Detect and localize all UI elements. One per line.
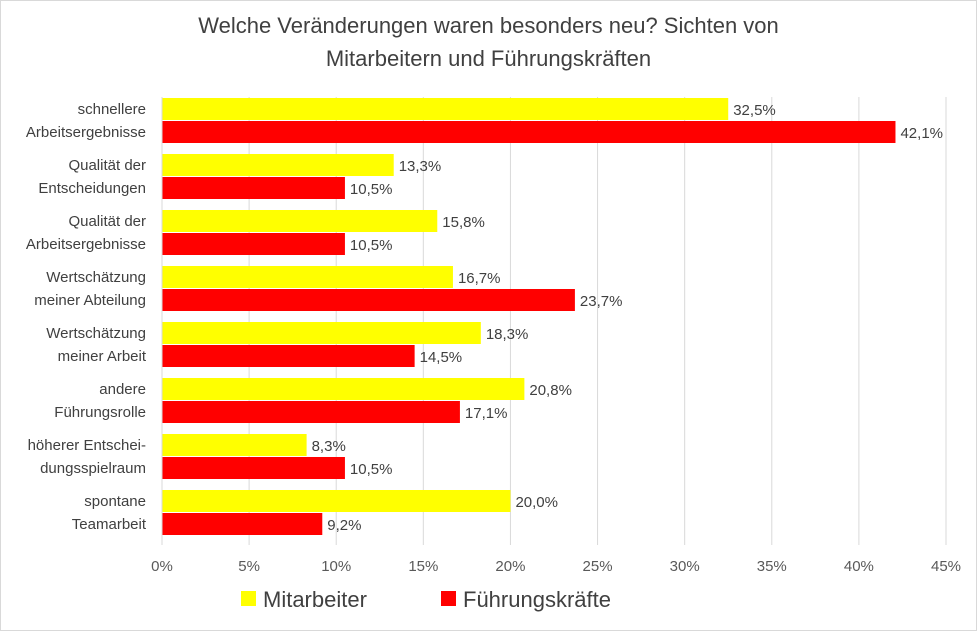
data-label: 20,0% bbox=[515, 494, 558, 511]
x-tick-label: 0% bbox=[151, 558, 173, 575]
x-tick-label: 15% bbox=[408, 558, 438, 575]
x-tick-label: 45% bbox=[931, 558, 961, 575]
bar-fuehrungskraefte bbox=[162, 121, 896, 143]
category-label: Entscheidungen bbox=[38, 180, 146, 197]
bar-fuehrungskraefte bbox=[162, 401, 460, 423]
bar-mitarbeiter bbox=[162, 434, 307, 456]
category-label: andere bbox=[99, 381, 146, 398]
bar-mitarbeiter bbox=[162, 322, 481, 344]
category-label: meiner Arbeit bbox=[58, 348, 147, 365]
category-label: Qualität der bbox=[68, 157, 146, 174]
data-label: 20,8% bbox=[529, 382, 572, 399]
category-label: Arbeitsergebnisse bbox=[26, 236, 146, 253]
category-label: dungsspielraum bbox=[40, 460, 146, 477]
legend-swatch bbox=[241, 591, 256, 606]
legend-label: Mitarbeiter bbox=[263, 587, 367, 612]
data-label: 15,8% bbox=[442, 214, 485, 231]
data-label: 9,2% bbox=[327, 517, 361, 534]
legend-label: Führungskräfte bbox=[463, 587, 611, 612]
category-label: Wertschätzung bbox=[46, 269, 146, 286]
bar-mitarbeiter bbox=[162, 490, 511, 512]
bar-fuehrungskraefte bbox=[162, 513, 323, 535]
legend-swatch bbox=[441, 591, 456, 606]
x-tick-label: 5% bbox=[238, 558, 260, 575]
chart-title-line-1: Welche Veränderungen waren besonders neu… bbox=[198, 13, 779, 38]
x-tick-label: 25% bbox=[583, 558, 613, 575]
data-label: 14,5% bbox=[420, 349, 463, 366]
category-label: Wertschätzung bbox=[46, 325, 146, 342]
data-label: 18,3% bbox=[486, 326, 529, 343]
bar-mitarbeiter bbox=[162, 98, 729, 120]
category-label: schnellere bbox=[78, 101, 146, 118]
bar-mitarbeiter bbox=[162, 266, 453, 288]
bar-fuehrungskraefte bbox=[162, 233, 345, 255]
chart-title-line-2: Mitarbeitern und Führungskräften bbox=[325, 46, 652, 71]
bar-fuehrungskraefte bbox=[162, 457, 345, 479]
data-label: 10,5% bbox=[350, 461, 393, 478]
data-label: 16,7% bbox=[458, 270, 501, 287]
x-tick-label: 10% bbox=[321, 558, 351, 575]
category-label: Qualität der bbox=[68, 213, 146, 230]
category-label: Führungsrolle bbox=[54, 404, 146, 421]
data-label: 10,5% bbox=[350, 237, 393, 254]
data-label: 32,5% bbox=[733, 102, 776, 119]
category-label: Arbeitsergebnisse bbox=[26, 124, 146, 141]
bar-fuehrungskraefte bbox=[162, 289, 575, 311]
data-label: 13,3% bbox=[399, 158, 442, 175]
data-label: 17,1% bbox=[465, 405, 508, 422]
data-label: 8,3% bbox=[312, 438, 346, 455]
category-label: höherer Entschei- bbox=[28, 437, 146, 454]
data-label: 42,1% bbox=[900, 125, 943, 142]
x-tick-label: 40% bbox=[844, 558, 874, 575]
data-label: 10,5% bbox=[350, 181, 393, 198]
category-label: spontane bbox=[84, 493, 146, 510]
bar-mitarbeiter bbox=[162, 210, 438, 232]
category-label: Teamarbeit bbox=[72, 516, 147, 533]
bar-fuehrungskraefte bbox=[162, 345, 415, 367]
bar-mitarbeiter bbox=[162, 378, 525, 400]
bar-mitarbeiter bbox=[162, 154, 394, 176]
bar-fuehrungskraefte bbox=[162, 177, 345, 199]
x-tick-label: 20% bbox=[495, 558, 525, 575]
x-tick-label: 30% bbox=[670, 558, 700, 575]
category-label: meiner Abteilung bbox=[34, 292, 146, 309]
x-tick-label: 35% bbox=[757, 558, 787, 575]
data-label: 23,7% bbox=[580, 293, 623, 310]
